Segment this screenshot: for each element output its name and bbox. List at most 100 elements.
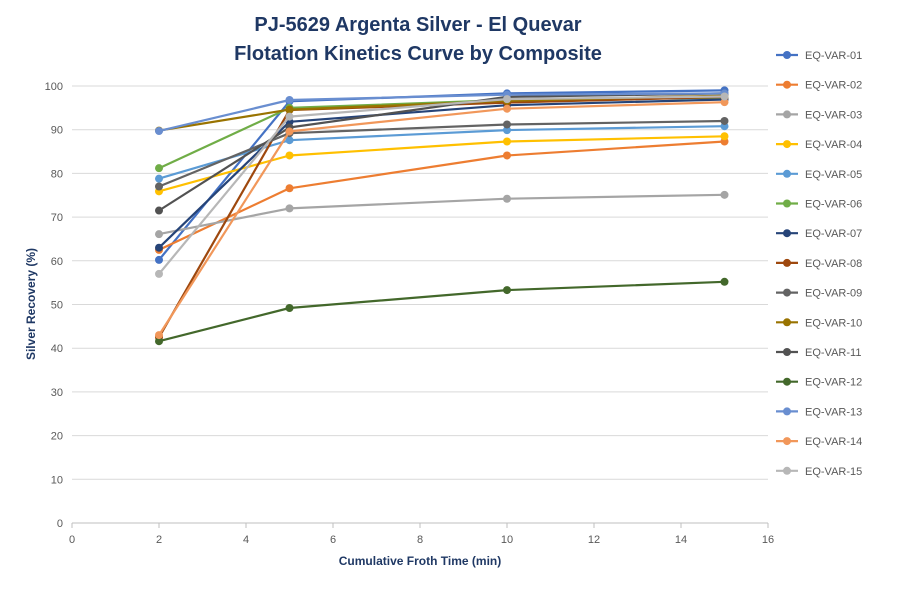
legend-item-eq-var-01[interactable]: EQ-VAR-01 (776, 50, 862, 62)
legend-swatch-marker-eq-var-03 (783, 110, 791, 119)
legend-item-eq-var-02[interactable]: EQ-VAR-02 (776, 80, 862, 92)
legend-label-eq-var-14: EQ-VAR-14 (805, 436, 862, 448)
legend-swatch-marker-eq-var-06 (783, 199, 791, 208)
series-line-eq-var-15 (158, 95, 725, 275)
legend-item-eq-var-06[interactable]: EQ-VAR-06 (776, 199, 862, 211)
legend-label-eq-var-01: EQ-VAR-01 (805, 50, 862, 62)
legend-label-eq-var-06: EQ-VAR-06 (805, 199, 862, 211)
data-point-eq-var-02-x5 (285, 184, 294, 193)
series-line-eq-var-09 (158, 119, 725, 188)
data-point-eq-var-14-x15 (720, 98, 729, 107)
data-point-eq-var-12-x2 (155, 337, 163, 346)
legend-label-eq-var-04: EQ-VAR-04 (805, 139, 862, 151)
data-point-eq-var-15-x10 (503, 95, 511, 104)
series-line-eq-var-14 (158, 101, 725, 336)
x-tick-label-4: 4 (243, 534, 249, 546)
data-point-eq-var-14-x10 (503, 104, 511, 113)
x-tick-label-0: 0 (69, 534, 75, 546)
data-point-eq-var-04-x10 (503, 137, 511, 146)
data-point-eq-var-13-x5 (285, 95, 294, 104)
data-point-eq-var-13-x2 (155, 127, 163, 136)
x-tick-label-16: 16 (762, 534, 774, 546)
legend-swatch-marker-eq-var-15 (783, 466, 791, 475)
data-point-eq-var-14-x5 (285, 127, 294, 136)
y-axis-title: Silver Recovery (%) (24, 248, 38, 360)
series-line-eq-var-02 (158, 140, 725, 251)
legend-swatch-marker-eq-var-11 (783, 348, 791, 356)
data-point-eq-var-09-x2 (155, 182, 163, 191)
legend-swatch-marker-eq-var-01 (783, 51, 791, 59)
data-point-eq-var-02-x10 (503, 151, 511, 160)
legend-label-eq-var-09: EQ-VAR-09 (805, 288, 862, 300)
legend-item-eq-var-12[interactable]: EQ-VAR-12 (776, 377, 862, 389)
legend-item-eq-var-14[interactable]: EQ-VAR-14 (776, 436, 862, 448)
data-point-eq-var-12-x15 (720, 277, 729, 286)
chart-title-line-1: PJ-5629 Argenta Silver - El Quevar (254, 14, 581, 36)
legend-label-eq-var-02: EQ-VAR-02 (805, 80, 862, 92)
legend-label-eq-var-07: EQ-VAR-07 (805, 228, 862, 240)
legend-swatch-marker-eq-var-12 (783, 377, 791, 386)
chart-title-line-2: Flotation Kinetics Curve by Composite (234, 43, 602, 65)
data-point-eq-var-03-x5 (285, 204, 294, 213)
legend-swatch-marker-eq-var-10 (783, 318, 791, 327)
legend-swatch-marker-eq-var-04 (783, 140, 791, 149)
legend-label-eq-var-05: EQ-VAR-05 (805, 169, 862, 181)
legend-item-eq-var-13[interactable]: EQ-VAR-13 (776, 406, 862, 418)
data-point-eq-var-05-x10 (503, 126, 511, 135)
legend-item-eq-var-05[interactable]: EQ-VAR-05 (776, 169, 862, 181)
legend-swatch-marker-eq-var-07 (783, 229, 791, 238)
y-tick-label-100: 100 (45, 81, 63, 93)
data-point-eq-var-03-x15 (720, 190, 729, 199)
x-tick-label-2: 2 (156, 534, 162, 546)
series-line-eq-var-11 (158, 92, 725, 212)
data-point-eq-var-03-x2 (155, 230, 163, 239)
legend-label-eq-var-13: EQ-VAR-13 (805, 406, 862, 418)
legend-label-eq-var-03: EQ-VAR-03 (805, 109, 862, 121)
legend-item-eq-var-04[interactable]: EQ-VAR-04 (776, 139, 862, 151)
data-point-eq-var-10-x5 (285, 105, 294, 114)
data-point-eq-var-01-x2 (155, 255, 163, 264)
data-point-eq-var-06-x2 (155, 164, 163, 173)
legend-label-eq-var-10: EQ-VAR-10 (805, 317, 862, 329)
x-tick-label-14: 14 (675, 534, 687, 546)
data-point-eq-var-05-x2 (155, 174, 163, 183)
gridlines (72, 85, 768, 524)
series-line-eq-var-07 (158, 98, 725, 249)
legend-label-eq-var-15: EQ-VAR-15 (805, 466, 862, 478)
legend-item-eq-var-09[interactable]: EQ-VAR-09 (776, 288, 862, 300)
y-tick-label-30: 30 (51, 387, 63, 399)
legend-swatch-marker-eq-var-05 (783, 169, 791, 178)
legend-item-eq-var-11[interactable]: EQ-VAR-11 (776, 347, 861, 359)
y-tick-label-50: 50 (51, 300, 63, 312)
x-tick-label-6: 6 (330, 534, 336, 546)
legend-label-eq-var-08: EQ-VAR-08 (805, 258, 862, 270)
x-tick-label-12: 12 (588, 534, 600, 546)
data-point-eq-var-09-x10 (503, 120, 511, 129)
legend-item-eq-var-10[interactable]: EQ-VAR-10 (776, 317, 862, 329)
series-line-eq-var-03 (158, 193, 725, 236)
series-lines (155, 86, 729, 346)
data-point-eq-var-15-x2 (155, 269, 163, 278)
data-point-eq-var-09-x15 (720, 116, 729, 125)
legend: EQ-VAR-01 EQ-VAR-02 EQ-VAR-03 EQ-VAR-04 EQ-V… (776, 50, 862, 478)
data-point-eq-var-07-x2 (155, 243, 163, 252)
data-point-eq-var-12-x5 (285, 303, 294, 312)
y-tick-label-20: 20 (51, 431, 63, 443)
y-tick-label-60: 60 (51, 256, 63, 268)
data-point-eq-var-14-x2 (155, 331, 163, 340)
legend-swatch-marker-eq-var-09 (783, 288, 791, 297)
legend-item-eq-var-15[interactable]: EQ-VAR-15 (776, 466, 862, 478)
series-line-eq-var-04 (158, 135, 725, 193)
data-point-eq-var-15-x5 (285, 112, 294, 121)
legend-item-eq-var-03[interactable]: EQ-VAR-03 (776, 109, 862, 121)
y-tick-label-90: 90 (51, 125, 63, 137)
legend-swatch-marker-eq-var-13 (783, 407, 791, 416)
legend-swatch-marker-eq-var-02 (783, 80, 791, 89)
data-point-eq-var-04-x5 (285, 151, 294, 160)
x-tick-label-10: 10 (501, 534, 513, 546)
legend-item-eq-var-07[interactable]: EQ-VAR-07 (776, 228, 862, 240)
legend-item-eq-var-08[interactable]: EQ-VAR-08 (776, 258, 862, 270)
series-line-eq-var-13 (158, 92, 725, 133)
data-point-eq-var-11-x2 (155, 206, 163, 215)
